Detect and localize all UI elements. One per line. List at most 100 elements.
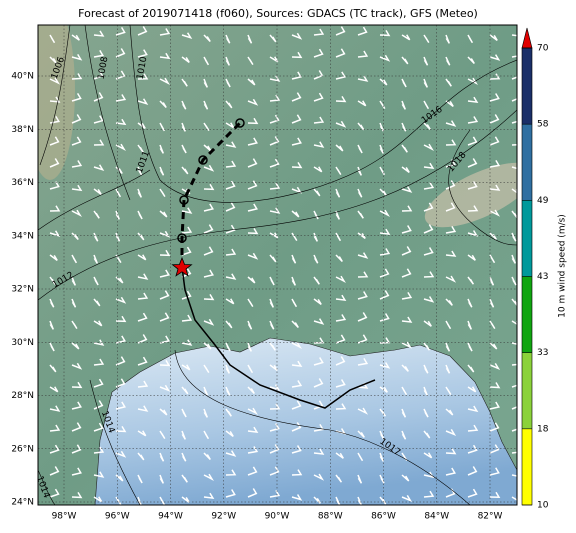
wind-barb — [467, 276, 475, 285]
wind-barb — [181, 56, 190, 63]
wind-barb — [49, 56, 58, 64]
wind-barb — [203, 56, 210, 66]
wind-barb — [247, 342, 252, 352]
wind-barb — [71, 320, 78, 330]
wind-barb — [203, 408, 208, 418]
lon-label: 84°W — [424, 512, 449, 522]
wind-barb — [511, 71, 517, 80]
wind-barb — [467, 158, 478, 168]
wind-barb — [401, 144, 408, 153]
wind-barb — [489, 93, 500, 102]
wind-barb — [93, 496, 103, 503]
wind-barb — [203, 342, 212, 350]
wind-barb — [93, 188, 102, 195]
wind-barb — [71, 114, 82, 124]
wind-barb — [181, 452, 187, 462]
wind-barb — [467, 96, 479, 104]
wind-barb — [291, 254, 297, 264]
wind-barb — [269, 276, 275, 286]
wind-barb — [511, 232, 517, 242]
wind-barb — [71, 276, 76, 286]
wind-barb — [445, 429, 457, 436]
wind-barb — [379, 144, 384, 154]
wind-barb — [379, 248, 391, 256]
wind-barb — [181, 226, 193, 234]
wind-barb — [423, 143, 434, 151]
wind-barb — [269, 298, 274, 308]
wind-barb — [159, 249, 171, 257]
colorbar: 10 18 33 43 49 58 70 — [521, 27, 549, 511]
wind-barb — [247, 158, 258, 168]
wind-barb — [511, 474, 517, 477]
colorbar-segment — [522, 428, 532, 505]
wind-barb — [181, 408, 187, 418]
wind-barb — [247, 98, 259, 106]
wind-barb — [445, 139, 457, 146]
wind-barb — [247, 364, 254, 374]
wind-barb — [423, 162, 435, 170]
wind-barb — [467, 342, 473, 352]
wind-barb — [93, 320, 103, 327]
wind-barb — [511, 115, 517, 124]
wind-barb — [225, 180, 236, 190]
gulf — [94, 337, 517, 505]
wind-barb — [203, 122, 210, 132]
wind-barb — [511, 188, 517, 194]
wind-barb — [159, 52, 171, 60]
wind-barb — [115, 188, 122, 198]
wind-barb — [115, 378, 126, 388]
wind-barb — [71, 422, 82, 432]
colorbar-tick-label: 58 — [537, 120, 549, 130]
wind-barb — [269, 364, 278, 371]
wind-barb — [225, 34, 231, 44]
wind-barb — [225, 160, 237, 168]
wind-barb — [511, 254, 516, 264]
lon-label: 90°W — [265, 512, 290, 522]
wind-barb — [467, 424, 479, 432]
wind-barb — [489, 298, 495, 308]
wind-barb — [203, 473, 214, 481]
wind-barb — [313, 188, 321, 197]
wind-barb — [489, 401, 500, 410]
wind-barb — [71, 136, 82, 146]
wind-barb — [247, 56, 254, 66]
wind-barb — [445, 226, 457, 234]
lat-label: 32°N — [11, 285, 34, 295]
wind-barb — [71, 362, 83, 370]
wind-barb — [467, 34, 474, 44]
axes: 98°W 96°W 94°W 92°W 90°W 88°W 86°W 84°W 82°W 40°N… — [11, 72, 502, 522]
wind-barb — [335, 144, 344, 152]
wind-barb — [269, 254, 277, 263]
wind-barb — [159, 408, 168, 416]
wind-barb — [489, 209, 501, 217]
wind-barb — [181, 339, 193, 346]
wind-barb — [181, 496, 190, 503]
wind-barb — [137, 474, 143, 484]
wind-barb — [137, 98, 149, 106]
wind-barb — [247, 117, 259, 125]
wind-barb — [335, 334, 346, 344]
wind-barb — [445, 408, 454, 416]
lat-label: 38°N — [11, 125, 34, 135]
wind-barb — [401, 452, 408, 462]
wind-barb — [71, 73, 83, 80]
lon-label: 92°W — [211, 512, 236, 522]
wind-barb — [93, 139, 105, 146]
wind-barb — [379, 290, 390, 300]
wind-barb — [357, 271, 369, 278]
wind-barb — [467, 205, 479, 212]
wind-barb — [203, 430, 210, 440]
wind-barb — [335, 403, 347, 410]
wind-barb — [335, 48, 346, 58]
wind-barb — [423, 100, 430, 110]
wind-barb — [357, 312, 368, 322]
wind-barb — [71, 381, 83, 389]
wind-barb — [115, 210, 120, 220]
wind-barb — [467, 364, 475, 373]
map-frame — [37, 24, 518, 506]
wind-barb — [379, 386, 388, 393]
wind-barb — [445, 320, 452, 330]
wind-barb — [357, 26, 368, 36]
terrain — [38, 25, 75, 180]
